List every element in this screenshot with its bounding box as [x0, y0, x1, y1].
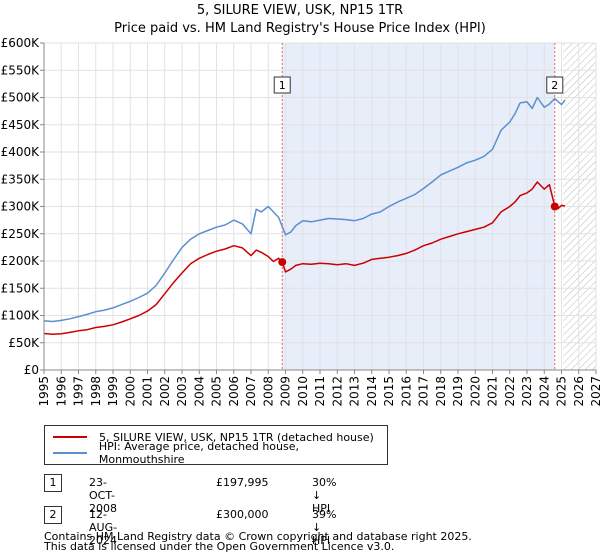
sale-badge-1: 1	[44, 474, 62, 492]
footer-line-1: Contains HM Land Registry data © Crown c…	[44, 530, 472, 543]
footer-attribution: Contains HM Land Registry data © Crown c…	[44, 530, 472, 553]
sale-date-2: 12-AUG-2024	[89, 508, 118, 547]
x-tick-label: 2013	[348, 376, 362, 407]
y-tick-label: £600K	[1, 36, 41, 50]
x-tick-label: 2024	[537, 376, 551, 407]
x-tick-label: 2008	[261, 376, 275, 407]
series-line-hpi	[43, 96, 566, 323]
y-tick-label: £500K	[1, 91, 41, 105]
x-tick-label: 2025	[555, 376, 569, 407]
sale-badge-2: 2	[44, 506, 62, 524]
legend-item-hpi: HPI: Average price, detached house, Monm…	[53, 440, 387, 466]
y-tick-label: £50K	[8, 336, 40, 350]
x-tick-label: 2017	[417, 376, 431, 407]
x-tick-label: 2003	[175, 376, 189, 407]
y-tick-label: £450K	[1, 118, 41, 132]
x-tick-label: 2001	[141, 376, 155, 407]
x-tick-label: 2027	[589, 376, 600, 407]
sale-point-2	[550, 202, 559, 211]
legend-line-red	[53, 436, 87, 438]
y-tick-label: £250K	[1, 227, 41, 241]
x-tick-label: 2011	[313, 376, 327, 407]
sale-date-1: 23-OCT-2008	[89, 476, 117, 515]
y-tick-label: £550K	[1, 63, 41, 77]
x-tick-label: 2002	[158, 376, 172, 407]
y-tick-label: £150K	[1, 281, 41, 295]
x-tick-label: 2016	[399, 376, 413, 407]
x-tick-label: 1999	[106, 376, 120, 407]
legend-line-blue	[53, 452, 87, 454]
x-tick-label: 2015	[382, 376, 396, 407]
chart-title: 5, SILURE VIEW, USK, NP15 1TR	[196, 3, 404, 18]
price-chart: 1 2 £0 £50K £100K £150K £200K £250K £300K £350K £…	[1, 36, 600, 407]
legend-label-property: 5, SILURE VIEW, USK, NP15 1TR (detached …	[99, 430, 374, 444]
footer-line-2: This data is licensed under the Open Gov…	[44, 540, 395, 553]
sale-label-box-1	[273, 76, 291, 94]
legend-item-property: 5, SILURE VIEW, USK, NP15 1TR (detached …	[53, 429, 374, 445]
y-tick-label: £100K	[1, 309, 41, 323]
x-tick-label: 2020	[468, 376, 482, 407]
x-tick-label: 2019	[451, 376, 465, 407]
y-tick-label: £300K	[1, 200, 41, 214]
series-line-property	[43, 181, 566, 336]
y-tick-label: £200K	[1, 254, 41, 268]
x-tick-label: 1998	[89, 376, 103, 407]
x-tick-label: 2018	[434, 376, 448, 407]
x-tick-label: 2023	[520, 376, 534, 407]
x-tick-label: 1996	[54, 376, 68, 407]
x-tick-label: 2005	[210, 376, 224, 407]
x-tick-label: 1997	[72, 376, 86, 407]
x-tick-label: 2000	[123, 376, 137, 407]
y-tick-label: £0	[24, 363, 39, 377]
x-tick-label: 2012	[330, 376, 344, 407]
chart-legend: 5, SILURE VIEW, USK, NP15 1TR (detached …	[44, 425, 388, 466]
x-tick-label: 2009	[279, 376, 293, 407]
sale-hpi-2: 39% ↓ HPI	[312, 508, 337, 547]
x-tick-label: 2006	[227, 376, 241, 407]
x-tick-label: 2007	[244, 376, 258, 407]
sale-price-1: £197,995	[216, 476, 269, 489]
x-tick-label: 2014	[365, 376, 379, 407]
sale-label-1: 1	[279, 79, 286, 92]
sale-price-2: £300,000	[216, 508, 269, 521]
x-tick-label: 2004	[192, 376, 206, 407]
sale-point-1	[278, 258, 287, 267]
y-tick-label: £350K	[1, 172, 41, 186]
x-tick-label: 1995	[37, 376, 51, 407]
legend-label-hpi: HPI: Average price, detached house, Monm…	[98, 440, 299, 466]
x-tick-label: 2021	[486, 376, 500, 407]
x-tick-label: 2026	[572, 376, 586, 407]
y-tick-label: £400K	[1, 145, 41, 159]
sale-label-2: 2	[551, 79, 558, 92]
chart-subtitle: Price paid vs. HM Land Registry's House …	[114, 21, 486, 36]
x-tick-label: 2022	[503, 376, 517, 407]
sale-hpi-1: 30% ↓ HPI	[312, 476, 337, 515]
sale-label-box-2	[546, 76, 564, 94]
x-tick-label: 2010	[296, 376, 310, 407]
